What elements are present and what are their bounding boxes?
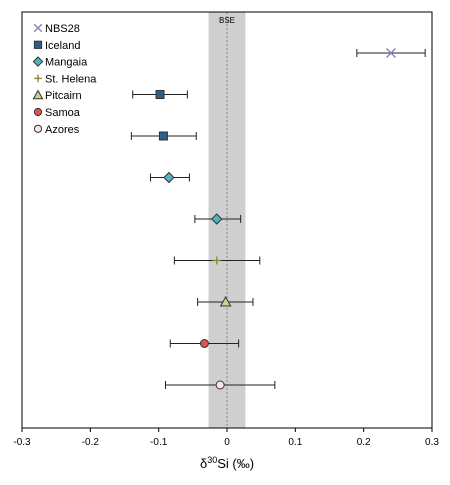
data-point-iceland: [132, 90, 188, 99]
x-tick-label: 0.3: [425, 437, 439, 448]
legend-label: Mangaia: [45, 57, 88, 69]
data-marks: [130, 48, 426, 390]
triangle-marker: [32, 89, 44, 100]
legend-item: St. Helena: [34, 73, 97, 85]
circle-marker: [33, 107, 43, 117]
data-point-pitcairn: [197, 295, 254, 307]
x-tick-label: 0: [224, 437, 230, 448]
plus-marker: [34, 74, 42, 83]
legend-item: NBS28: [33, 23, 80, 35]
x-axis: -0.3 -0.2 -0.1 0 0.1 0.2 0.3: [13, 428, 439, 448]
triangle-marker: [219, 295, 232, 307]
legend-item: Samoa: [33, 107, 81, 119]
square-marker: [158, 131, 168, 141]
x-tick-label: 0.1: [288, 437, 302, 448]
x-tick-label: -0.2: [82, 437, 100, 448]
legend-label: St. Helena: [45, 73, 97, 85]
legend-label: Azores: [45, 124, 80, 136]
circle-marker: [199, 339, 209, 348]
data-point-st-helena: [173, 256, 261, 265]
x-axis-title-suffix: Si (‰): [217, 456, 254, 471]
square-marker: [33, 40, 43, 49]
x-axis-title-prefix: δ: [200, 456, 207, 471]
x-marker-stroke: [386, 48, 396, 58]
legend-item: Mangaia: [32, 56, 88, 69]
diamond-marker: [211, 213, 223, 225]
x-marker: [386, 48, 396, 58]
data-point-azores: [165, 380, 276, 390]
legend-item: Iceland: [33, 40, 80, 52]
legend-item: Azores: [33, 124, 80, 136]
legend-label: NBS28: [45, 23, 80, 35]
circle-marker: [215, 380, 225, 390]
legend: NBS28 Iceland Mangaia St. Helena Pitcairn Sam…: [32, 23, 97, 136]
x-axis-title: δ30Si (‰): [200, 455, 254, 471]
legend-label: Iceland: [45, 40, 80, 52]
diamond-marker: [32, 56, 44, 67]
data-point-iceland: [130, 131, 197, 141]
legend-label: Samoa: [45, 107, 81, 119]
diamond-marker: [163, 171, 175, 184]
data-point-nbs28: [356, 48, 426, 58]
legend-label: Pitcairn: [45, 90, 82, 102]
x-marker-stroke: [33, 23, 43, 33]
square-marker: [155, 90, 165, 99]
x-tick-label: -0.3: [13, 437, 31, 448]
x-axis-title-superscript: 30: [207, 455, 217, 465]
bse-band-label: BSE: [219, 16, 235, 25]
x-marker: [33, 23, 43, 33]
data-point-mangaia: [194, 213, 242, 225]
data-point-mangaia: [149, 171, 190, 184]
circle-marker: [33, 124, 43, 133]
legend-item: Pitcairn: [32, 89, 82, 102]
data-point-samoa: [169, 339, 240, 348]
x-tick-label: 0.2: [357, 437, 371, 448]
plus-marker: [212, 256, 221, 265]
x-tick-label: -0.1: [150, 437, 168, 448]
